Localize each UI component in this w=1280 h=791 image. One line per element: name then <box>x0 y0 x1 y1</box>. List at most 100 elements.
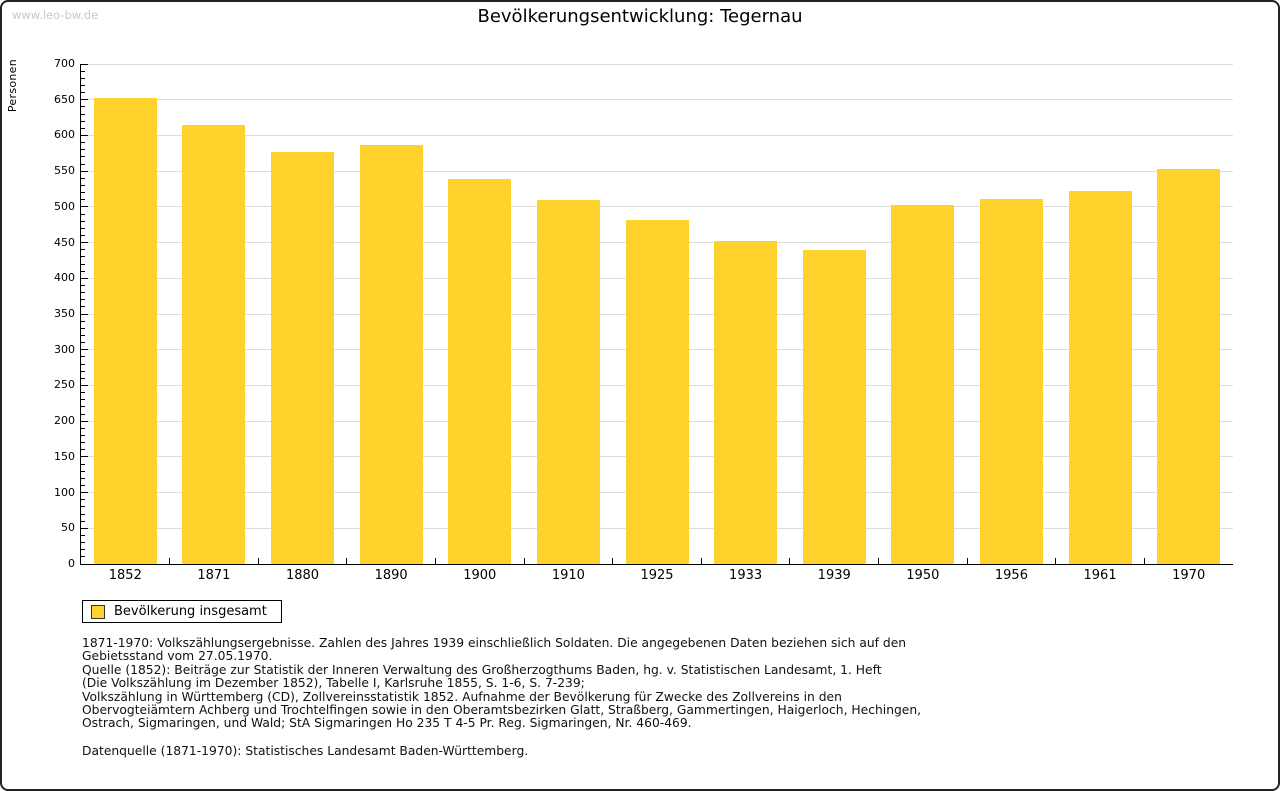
y-minor-tick <box>81 84 85 86</box>
y-minor-tick <box>81 249 85 251</box>
y-minor-tick <box>81 513 85 515</box>
y-minor-tick <box>81 184 85 186</box>
y-minor-tick <box>81 342 85 344</box>
y-major-tick <box>81 349 88 351</box>
y-minor-tick <box>81 227 85 229</box>
source-note-line: Quelle (1852): Beiträge zur Statistik de… <box>82 662 882 677</box>
y-minor-tick <box>81 156 85 158</box>
source-note-line: Ostrach, Sigmaringen, und Wald; StA Sigm… <box>82 716 692 731</box>
bar-1900 <box>448 179 512 564</box>
x-boundary-tick <box>789 558 791 564</box>
y-tick-label: 50 <box>61 521 75 535</box>
x-tick-label: 1880 <box>285 568 320 583</box>
x-boundary-tick <box>523 558 525 564</box>
x-tick-label: 1939 <box>817 568 851 583</box>
y-tick-label: 100 <box>54 485 75 499</box>
y-minor-tick <box>81 120 85 122</box>
datasource-line: Datenquelle (1871-1970): Statistisches L… <box>82 743 529 758</box>
x-boundary-tick <box>878 558 880 564</box>
y-tick-label: 300 <box>54 342 75 356</box>
y-tick-label: 200 <box>54 414 75 428</box>
y-minor-tick <box>81 213 85 215</box>
x-boundary-tick <box>700 558 702 564</box>
y-minor-tick <box>81 477 85 479</box>
x-tick-label: 1970 <box>1172 568 1206 583</box>
y-tick-label: 550 <box>54 164 75 178</box>
y-minor-tick <box>81 327 85 329</box>
watermark: www.leo-bw.de <box>12 8 99 22</box>
y-minor-tick <box>81 406 85 408</box>
y-minor-tick <box>81 556 85 558</box>
source-note-line: Gebietsstand vom 27.05.1970. <box>82 649 273 664</box>
y-axis-title: Personen <box>6 59 19 113</box>
legend-swatch-icon <box>91 604 105 619</box>
x-tick-label: 1900 <box>463 568 497 583</box>
y-minor-tick <box>81 284 85 286</box>
y-minor-tick <box>81 520 85 522</box>
y-minor-tick <box>81 292 85 294</box>
y-minor-tick <box>81 334 85 336</box>
y-minor-tick <box>81 163 85 165</box>
y-minor-tick <box>81 220 85 222</box>
y-minor-tick <box>81 106 85 108</box>
bar-1890 <box>359 144 423 564</box>
y-gridline <box>81 63 1233 65</box>
y-minor-tick <box>81 449 85 451</box>
y-minor-tick <box>81 370 85 372</box>
bar-1871 <box>182 124 246 564</box>
y-minor-tick <box>81 470 85 472</box>
y-minor-tick <box>81 199 85 201</box>
y-minor-tick <box>81 413 85 415</box>
page-title: Bevölkerungsentwicklung: Tegernau <box>477 6 803 27</box>
y-tick-label: 500 <box>54 199 75 213</box>
source-note-line: (Die Volkszählung im Dezember 1852), Tab… <box>82 676 585 691</box>
x-tick-label: 1910 <box>551 568 585 583</box>
y-minor-tick <box>81 263 85 265</box>
y-minor-tick <box>81 534 85 536</box>
x-boundary-tick <box>434 558 436 564</box>
bar-1852 <box>93 97 157 564</box>
bar-1880 <box>271 151 335 564</box>
y-minor-tick <box>81 320 85 322</box>
x-tick-label: 1925 <box>640 568 674 583</box>
y-minor-tick <box>81 234 85 236</box>
y-minor-tick <box>81 142 85 144</box>
y-minor-tick <box>81 92 85 94</box>
y-minor-tick <box>81 399 85 401</box>
legend-label: Bevölkerung insgesamt <box>114 604 267 619</box>
y-gridline <box>81 170 1233 172</box>
source-note-line: Obervogteiämtern Achberg und Trochtelfin… <box>82 703 922 718</box>
y-gridline <box>81 99 1233 101</box>
y-tick-label: 450 <box>54 235 75 249</box>
y-major-tick <box>81 99 88 101</box>
bar-1961 <box>1068 191 1132 564</box>
y-tick-label: 650 <box>54 92 75 106</box>
x-tick-label: 1933 <box>729 568 763 583</box>
y-gridline <box>81 134 1233 136</box>
legend-box[interactable]: Bevölkerung insgesamt <box>82 600 282 623</box>
bar-1910 <box>536 199 600 564</box>
x-tick-label: 1950 <box>906 568 940 583</box>
y-minor-tick <box>81 70 85 72</box>
y-minor-tick <box>81 306 85 308</box>
source-note-line: 1871-1970: Volkszählungsergebnisse. Zahl… <box>82 636 907 650</box>
plot-area: 0 50 100 150 200 250 300 350 400 450 500 550 600 650 7… <box>54 57 1233 583</box>
y-minor-tick <box>81 463 85 465</box>
y-major-tick <box>81 170 88 172</box>
y-major-tick <box>81 527 88 529</box>
source-notes-lines: 1871-1970: Volkszählungsergebnisse. Zahl… <box>82 636 1232 731</box>
y-major-tick <box>81 563 88 565</box>
bar-1933 <box>714 241 778 564</box>
y-major-tick <box>81 384 88 386</box>
x-boundary-tick <box>169 558 171 564</box>
x-tick-label: 1852 <box>108 568 142 583</box>
y-major-tick <box>81 206 88 208</box>
x-boundary-tick <box>257 558 259 564</box>
y-minor-tick <box>81 392 85 394</box>
y-major-tick <box>81 313 88 315</box>
y-tick-label: 600 <box>54 128 75 142</box>
y-minor-tick <box>81 256 85 258</box>
y-minor-tick <box>81 434 85 436</box>
y-major-tick <box>81 242 88 244</box>
bar-1950 <box>891 204 955 564</box>
